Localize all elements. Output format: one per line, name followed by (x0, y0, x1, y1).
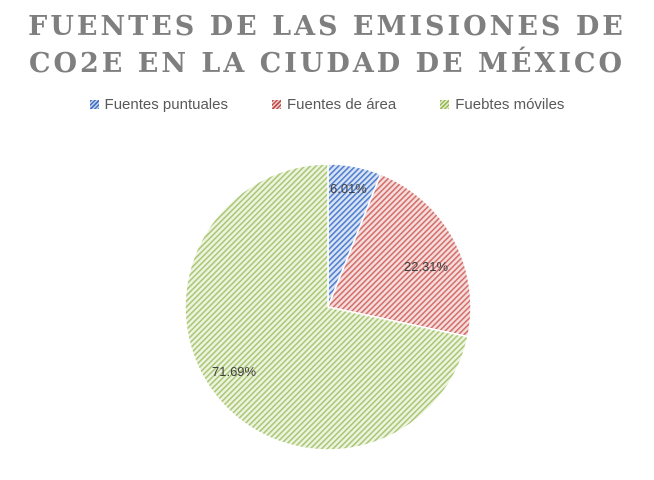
data-label-fuentes-moviles: 71.69% (212, 364, 257, 379)
legend-swatch-green (440, 100, 450, 109)
legend-item-fuentes-de-area: Fuentes de área (271, 96, 397, 113)
legend-item-fuentes-moviles: Fuebtes móviles (440, 96, 564, 113)
chart-legend: Fuentes puntuales Fuentes de área Fuebte… (0, 96, 654, 113)
chart-title-line-2: CO2E EN LA CIUDAD DE MÉXICO (28, 48, 626, 79)
slice-fuentes-de-area (326, 173, 472, 338)
data-label-fuentes-de-area: 22.31% (404, 259, 449, 274)
legend-item-fuentes-puntuales: Fuentes puntuales (89, 96, 228, 113)
legend-swatch-red (271, 100, 281, 109)
legend-label: Fuentes puntuales (104, 96, 228, 113)
chart-title-line-1: FUENTES DE LAS EMISIONES DE (28, 11, 626, 42)
legend-label: Fuentes de área (286, 96, 397, 113)
slice-fuentes-moviles (184, 163, 469, 451)
pie-slices (184, 163, 472, 451)
data-label-fuentes-puntuales: 6.01% (330, 181, 367, 196)
legend-label: Fuebtes móviles (455, 96, 565, 113)
legend-swatch-blue (89, 100, 99, 109)
chart-title: FUENTES DE LAS EMISIONES DE CO2E EN LA C… (0, 8, 654, 82)
